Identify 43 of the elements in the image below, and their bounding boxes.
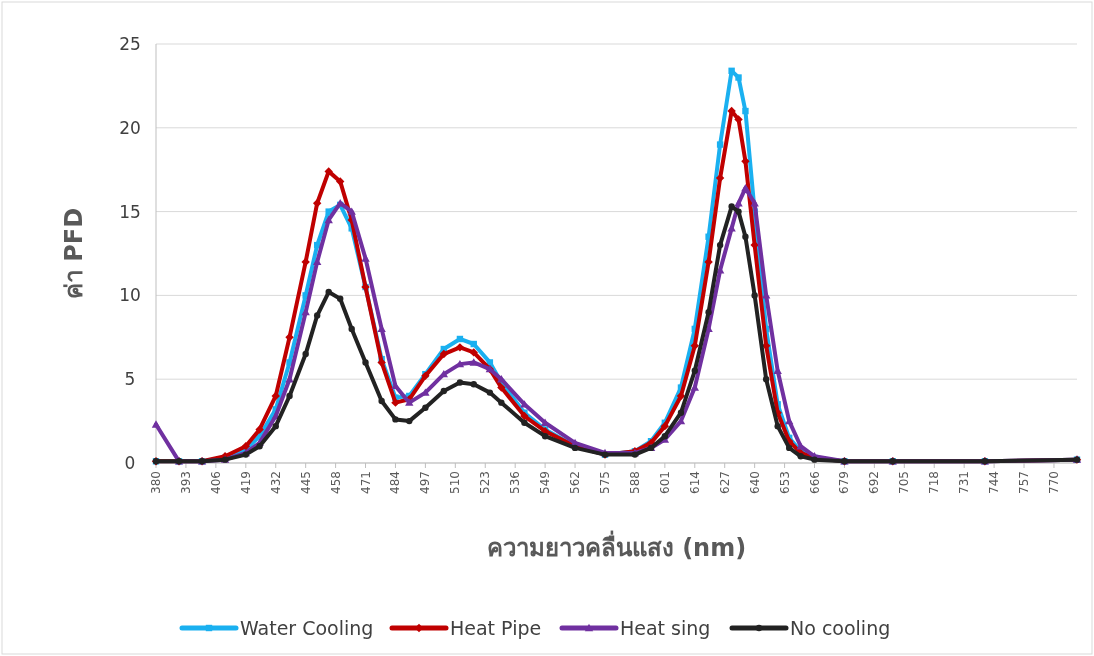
x-tick-label: 705: [897, 471, 912, 494]
y-tick-label: 15: [119, 201, 141, 222]
y-tick-label: 25: [119, 34, 141, 54]
x-tick-label: 471: [358, 471, 373, 494]
x-tick-label: 536: [508, 471, 523, 494]
x-tick-label: 497: [418, 471, 433, 494]
x-tick-label: 679: [837, 471, 852, 494]
y-axis-title: ค่า PFD: [60, 207, 88, 300]
x-tick-label: 484: [388, 471, 403, 494]
x-tick-label: 523: [478, 471, 493, 494]
x-tick-label: 549: [538, 471, 553, 494]
x-tick-label: 510: [448, 471, 463, 494]
x-tick-label: 406: [208, 471, 223, 494]
y-tick-label: 5: [124, 369, 136, 390]
x-tick-label: 653: [777, 471, 792, 494]
legend-label: Heat sing: [620, 617, 711, 639]
x-tick-label: 731: [957, 471, 972, 494]
x-tick-label: 445: [298, 471, 313, 494]
x-tick-label: 744: [987, 471, 1002, 494]
y-tick-label: 20: [119, 117, 141, 138]
x-tick-label: 419: [238, 471, 253, 494]
x-tick-label: 562: [568, 471, 583, 494]
x-tick-label: 588: [627, 471, 642, 494]
y-tick-label: 10: [119, 285, 141, 306]
x-tick-label: 627: [717, 471, 732, 494]
legend-label: Heat Pipe: [450, 617, 542, 639]
legend-label: No cooling: [790, 617, 891, 639]
x-tick-label: 718: [927, 471, 942, 494]
x-tick-label: 432: [268, 471, 283, 494]
y-tick-label: 0: [124, 453, 136, 473]
x-tick-label: 458: [328, 471, 343, 494]
x-tick-label: 601: [657, 471, 672, 494]
x-tick-label: 692: [867, 471, 882, 494]
x-tick-label: 614: [687, 471, 702, 494]
x-tick-label: 640: [747, 471, 762, 494]
legend-label: Water Cooling: [240, 617, 374, 639]
x-axis-title: ความยาวคลื่นแสง (nm): [486, 530, 747, 562]
x-tick-label: 770: [1046, 471, 1061, 494]
x-tick-label: 393: [178, 471, 193, 494]
x-tick-label: 575: [597, 471, 612, 494]
x-tick-label: 380: [149, 471, 163, 494]
x-tick-label: 757: [1017, 471, 1032, 494]
x-tick-label: 666: [807, 471, 822, 494]
